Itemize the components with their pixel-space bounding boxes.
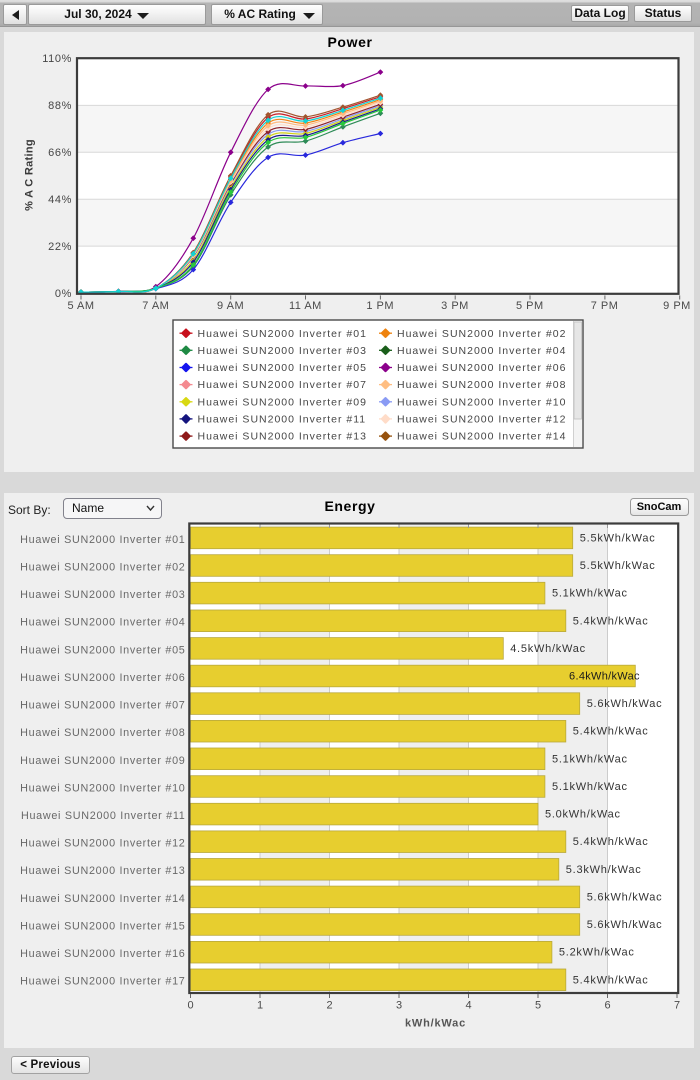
svg-text:3 PM: 3 PM [441,300,469,312]
svg-text:5.5kWh/kWac: 5.5kWh/kWac [580,532,656,544]
svg-text:Huawei SUN2000 Inverter #11: Huawei SUN2000 Inverter #11 [198,414,367,426]
svg-text:Huawei SUN2000 Inverter #05: Huawei SUN2000 Inverter #05 [198,362,367,374]
svg-text:Huawei SUN2000 Inverter #13: Huawei SUN2000 Inverter #13 [20,865,185,877]
svg-text:2: 2 [326,1000,332,1012]
svg-text:Huawei SUN2000 Inverter #13: Huawei SUN2000 Inverter #13 [198,431,367,443]
svg-text:Huawei SUN2000 Inverter #17: Huawei SUN2000 Inverter #17 [20,976,185,988]
svg-text:1: 1 [257,1000,263,1012]
svg-text:Huawei SUN2000 Inverter #08: Huawei SUN2000 Inverter #08 [397,379,566,391]
svg-text:Huawei SUN2000 Inverter #09: Huawei SUN2000 Inverter #09 [20,755,185,767]
svg-text:Huawei SUN2000 Inverter #06: Huawei SUN2000 Inverter #06 [20,672,185,684]
svg-text:Huawei SUN2000 Inverter #10: Huawei SUN2000 Inverter #10 [20,782,185,794]
svg-text:Huawei SUN2000 Inverter #02: Huawei SUN2000 Inverter #02 [397,328,566,340]
svg-text:Huawei SUN2000 Inverter #09: Huawei SUN2000 Inverter #09 [198,396,367,408]
svg-text:5.2kWh/kWac: 5.2kWh/kWac [559,947,635,959]
svg-text:Huawei SUN2000 Inverter #12: Huawei SUN2000 Inverter #12 [397,414,566,426]
svg-text:5.6kWh/kWac: 5.6kWh/kWac [587,919,663,931]
svg-text:5.4kWh/kWac: 5.4kWh/kWac [573,836,649,848]
svg-text:88%: 88% [48,100,72,112]
svg-text:6: 6 [604,1000,610,1012]
svg-text:5.0kWh/kWac: 5.0kWh/kWac [545,809,621,821]
svg-text:5: 5 [535,1000,541,1012]
svg-text:4.5kWh/kWac: 4.5kWh/kWac [510,643,586,655]
svg-text:4: 4 [465,1000,471,1012]
svg-text:Huawei SUN2000 Inverter #11: Huawei SUN2000 Inverter #11 [21,810,186,822]
svg-text:5.1kWh/kWac: 5.1kWh/kWac [552,781,628,793]
svg-text:Huawei SUN2000 Inverter #14: Huawei SUN2000 Inverter #14 [397,431,566,443]
svg-text:5.6kWh/kWac: 5.6kWh/kWac [587,891,663,903]
svg-text:44%: 44% [48,194,72,206]
svg-text:5.1kWh/kWac: 5.1kWh/kWac [552,753,628,765]
svg-text:% A C Rating: % A C Rating [24,139,36,211]
svg-text:Huawei SUN2000 Inverter #10: Huawei SUN2000 Inverter #10 [397,396,566,408]
svg-text:kWh/kWac: kWh/kWac [405,1018,466,1030]
svg-text:Huawei SUN2000 Inverter #03: Huawei SUN2000 Inverter #03 [20,589,185,601]
svg-text:6.4kWh/kWac: 6.4kWh/kWac [569,671,640,683]
svg-text:Huawei SUN2000 Inverter #15: Huawei SUN2000 Inverter #15 [20,921,185,933]
svg-text:Huawei SUN2000 Inverter #12: Huawei SUN2000 Inverter #12 [20,838,185,850]
svg-text:5.4kWh/kWac: 5.4kWh/kWac [573,615,649,627]
svg-text:Huawei SUN2000 Inverter #08: Huawei SUN2000 Inverter #08 [20,727,185,739]
svg-text:110%: 110% [42,53,72,65]
svg-text:7 AM: 7 AM [142,300,169,312]
svg-text:Huawei SUN2000 Inverter #07: Huawei SUN2000 Inverter #07 [20,700,185,712]
svg-text:Huawei SUN2000 Inverter #16: Huawei SUN2000 Inverter #16 [20,948,185,960]
svg-text:Huawei SUN2000 Inverter #01: Huawei SUN2000 Inverter #01 [198,328,367,340]
svg-text:0%: 0% [55,288,72,300]
svg-text:5.1kWh/kWac: 5.1kWh/kWac [552,588,628,600]
svg-text:Huawei SUN2000 Inverter #05: Huawei SUN2000 Inverter #05 [20,644,185,656]
svg-text:Huawei SUN2000 Inverter #04: Huawei SUN2000 Inverter #04 [397,345,566,357]
svg-text:9 PM: 9 PM [663,300,691,312]
svg-text:Huawei SUN2000 Inverter #02: Huawei SUN2000 Inverter #02 [20,561,185,573]
svg-text:3: 3 [396,1000,402,1012]
svg-text:5.5kWh/kWac: 5.5kWh/kWac [580,560,656,572]
svg-text:5.3kWh/kWac: 5.3kWh/kWac [566,864,642,876]
svg-text:5 AM: 5 AM [67,300,94,312]
svg-text:Huawei SUN2000 Inverter #14: Huawei SUN2000 Inverter #14 [20,893,185,905]
svg-text:11 AM: 11 AM [289,300,322,312]
svg-text:0: 0 [187,1000,193,1012]
svg-text:Huawei SUN2000 Inverter #04: Huawei SUN2000 Inverter #04 [20,617,185,629]
svg-text:Huawei SUN2000 Inverter #03: Huawei SUN2000 Inverter #03 [198,345,367,357]
svg-text:7 PM: 7 PM [591,300,619,312]
svg-text:7: 7 [674,1000,680,1012]
svg-text:5.4kWh/kWac: 5.4kWh/kWac [573,974,649,986]
svg-text:66%: 66% [48,147,72,159]
svg-text:1 PM: 1 PM [366,300,394,312]
svg-text:5 PM: 5 PM [516,300,544,312]
svg-text:Huawei SUN2000 Inverter #07: Huawei SUN2000 Inverter #07 [198,379,367,391]
svg-text:5.4kWh/kWac: 5.4kWh/kWac [573,726,649,738]
svg-text:Huawei SUN2000 Inverter #06: Huawei SUN2000 Inverter #06 [397,362,566,374]
svg-text:22%: 22% [48,241,72,253]
svg-text:5.6kWh/kWac: 5.6kWh/kWac [587,698,663,710]
svg-text:Huawei SUN2000 Inverter #01: Huawei SUN2000 Inverter #01 [20,534,185,546]
svg-text:9 AM: 9 AM [217,300,244,312]
